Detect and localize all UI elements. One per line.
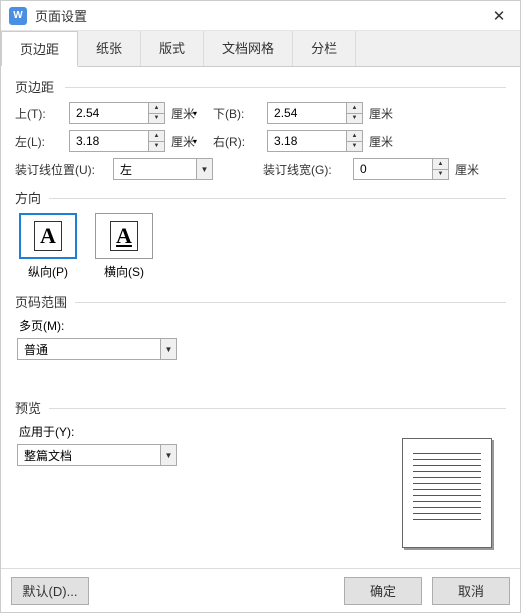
gutter-pos-label: 装订线位置(U): [15,161,109,178]
margins-group-title: 页边距 [15,77,506,96]
spin-down-icon[interactable]: ▼ [347,114,362,124]
left-label: 左(L): [15,133,65,150]
top-input[interactable] [70,103,148,123]
unit-label: 厘米 [171,105,195,122]
multi-page-combo[interactable]: 普通 ▼ [17,338,177,360]
spin-up-icon[interactable]: ▲ [347,103,362,114]
titlebar: W 页面设置 ✕ [1,1,520,31]
bottom-label: 下(B): [213,105,263,122]
right-label: 右(R): [213,133,263,150]
tab-layout[interactable]: 版式 [141,31,204,66]
bottom-input[interactable] [268,103,346,123]
left-input[interactable] [70,131,148,151]
dropdown-icon[interactable]: ▾ [193,109,197,118]
page-setup-dialog: W 页面设置 ✕ 页边距 纸张 版式 文档网格 分栏 页边距 上(T): ▲ ▼ [0,0,521,613]
gutter-width-label: 装订线宽(G): [263,161,349,178]
page-range-group-title: 页码范围 [15,292,506,311]
multi-page-value: 普通 [18,341,160,358]
tab-margins[interactable]: 页边距 [1,31,78,67]
multi-page-label: 多页(M): [19,317,506,334]
tab-bar: 页边距 纸张 版式 文档网格 分栏 [1,31,520,67]
chevron-down-icon: ▼ [196,159,212,179]
preview-page-icon [402,438,492,548]
landscape-thumb: A [95,213,153,259]
spin-down-icon[interactable]: ▼ [149,142,164,152]
unit-label: 厘米 [455,161,479,178]
default-button[interactable]: 默认(D)... [11,577,89,605]
letter-a-icon: A [34,221,62,251]
gutter-pos-value: 左 [114,161,196,178]
portrait-label: 纵向(P) [19,263,77,280]
orientation-portrait[interactable]: A 纵向(P) [19,213,77,280]
dropdown-icon[interactable]: ▾ [193,137,197,146]
left-spinner[interactable]: ▲ ▼ [69,130,165,152]
dialog-footer: 默认(D)... 确定 取消 [1,568,520,612]
spin-up-icon[interactable]: ▲ [433,159,448,170]
close-button[interactable]: ✕ [484,3,514,29]
top-spinner[interactable]: ▲ ▼ [69,102,165,124]
apply-to-combo[interactable]: 整篇文档 ▼ [17,444,177,466]
unit-label: 厘米 [369,133,393,150]
portrait-thumb: A [19,213,77,259]
orientation-group-title: 方向 [15,188,506,207]
bottom-spinner[interactable]: ▲ ▼ [267,102,363,124]
content-area: 页边距 上(T): ▲ ▼ 厘米 ▾ 下(B): [1,67,520,568]
spin-up-icon[interactable]: ▲ [347,131,362,142]
spin-up-icon[interactable]: ▲ [149,131,164,142]
spin-up-icon[interactable]: ▲ [149,103,164,114]
chevron-down-icon: ▼ [160,445,176,465]
preview-group-title: 预览 [15,398,506,417]
letter-a-icon: A [110,221,138,251]
tab-grid[interactable]: 文档网格 [204,31,293,66]
tab-columns[interactable]: 分栏 [293,31,356,66]
cancel-button[interactable]: 取消 [432,577,510,605]
gutter-width-input[interactable] [354,159,432,179]
unit-label: 厘米 [171,133,195,150]
orientation-landscape[interactable]: A 横向(S) [95,213,153,280]
landscape-label: 横向(S) [95,263,153,280]
unit-label: 厘米 [369,105,393,122]
right-spinner[interactable]: ▲ ▼ [267,130,363,152]
tab-paper[interactable]: 纸张 [78,31,141,66]
chevron-down-icon: ▼ [160,339,176,359]
gutter-pos-combo[interactable]: 左 ▼ [113,158,213,180]
spin-down-icon[interactable]: ▼ [433,170,448,180]
spin-down-icon[interactable]: ▼ [347,142,362,152]
preview-thumbnail [402,438,502,558]
gutter-width-spinner[interactable]: ▲ ▼ [353,158,449,180]
top-label: 上(T): [15,105,65,122]
right-input[interactable] [268,131,346,151]
window-title: 页面设置 [35,6,484,25]
apply-to-value: 整篇文档 [18,447,160,464]
spin-down-icon[interactable]: ▼ [149,114,164,124]
ok-button[interactable]: 确定 [344,577,422,605]
app-icon: W [9,7,27,25]
